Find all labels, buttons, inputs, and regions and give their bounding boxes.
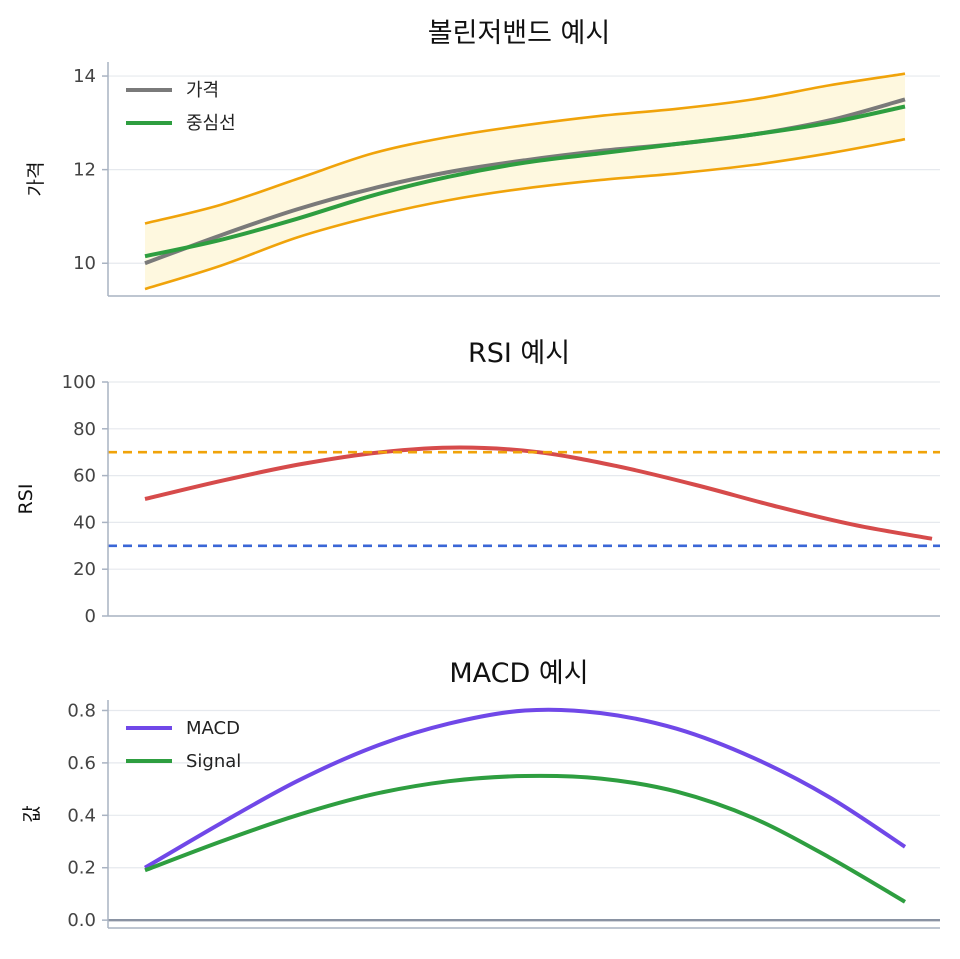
y-axis-label: 값 (21, 805, 43, 822)
y-tick-label: 14 (73, 66, 96, 87)
lower-band-line (144, 137, 906, 291)
y-tick-label: 40 (73, 512, 96, 533)
series-line-rsi (144, 445, 933, 541)
y-axis-label: RSI (15, 484, 37, 515)
series-line-macd (143, 707, 907, 870)
upper-band-line (144, 72, 906, 225)
chart-title: MACD 예시 (449, 658, 588, 689)
y-tick-label: 12 (73, 160, 96, 181)
y-tick-label: 0.8 (67, 700, 96, 721)
y-tick-label: 10 (73, 253, 96, 274)
chart-title: 볼린저밴드 예시 (428, 18, 610, 49)
legend-label: MACD (186, 718, 240, 739)
series-line-signal (144, 773, 907, 904)
legend-item: MACD (126, 718, 240, 739)
legend-item: 중심선 (126, 113, 236, 134)
chart-title: RSI 예시 (468, 338, 570, 369)
y-tick-label: 0.0 (67, 910, 96, 931)
legend-item: Signal (126, 751, 241, 772)
y-axis-label: 가격 (25, 162, 47, 197)
legend-label: Signal (186, 751, 241, 772)
y-tick-label: 0.6 (67, 753, 96, 774)
y-tick-label: 80 (73, 419, 96, 440)
series-line-중심선 (144, 104, 906, 259)
band-fill (145, 73, 905, 289)
legend-label: 중심선 (186, 113, 236, 134)
y-tick-label: 0.2 (67, 858, 96, 879)
legend-label: 가격 (186, 80, 219, 101)
y-tick-label: 0.4 (67, 805, 96, 826)
chart-panel-3: MACD 예시값 0.0 0.2 0.4 0.6 0.8 MACD Signal (21, 658, 940, 931)
chart-panel-2: RSI 예시 RSI 0 20 40 60 80 100 (15, 338, 940, 627)
legend-item: 가격 (126, 80, 219, 101)
y-tick-label: 60 (73, 466, 96, 487)
y-tick-label: 100 (62, 372, 96, 393)
y-tick-label: 0 (85, 606, 96, 627)
y-tick-label: 20 (73, 559, 96, 580)
